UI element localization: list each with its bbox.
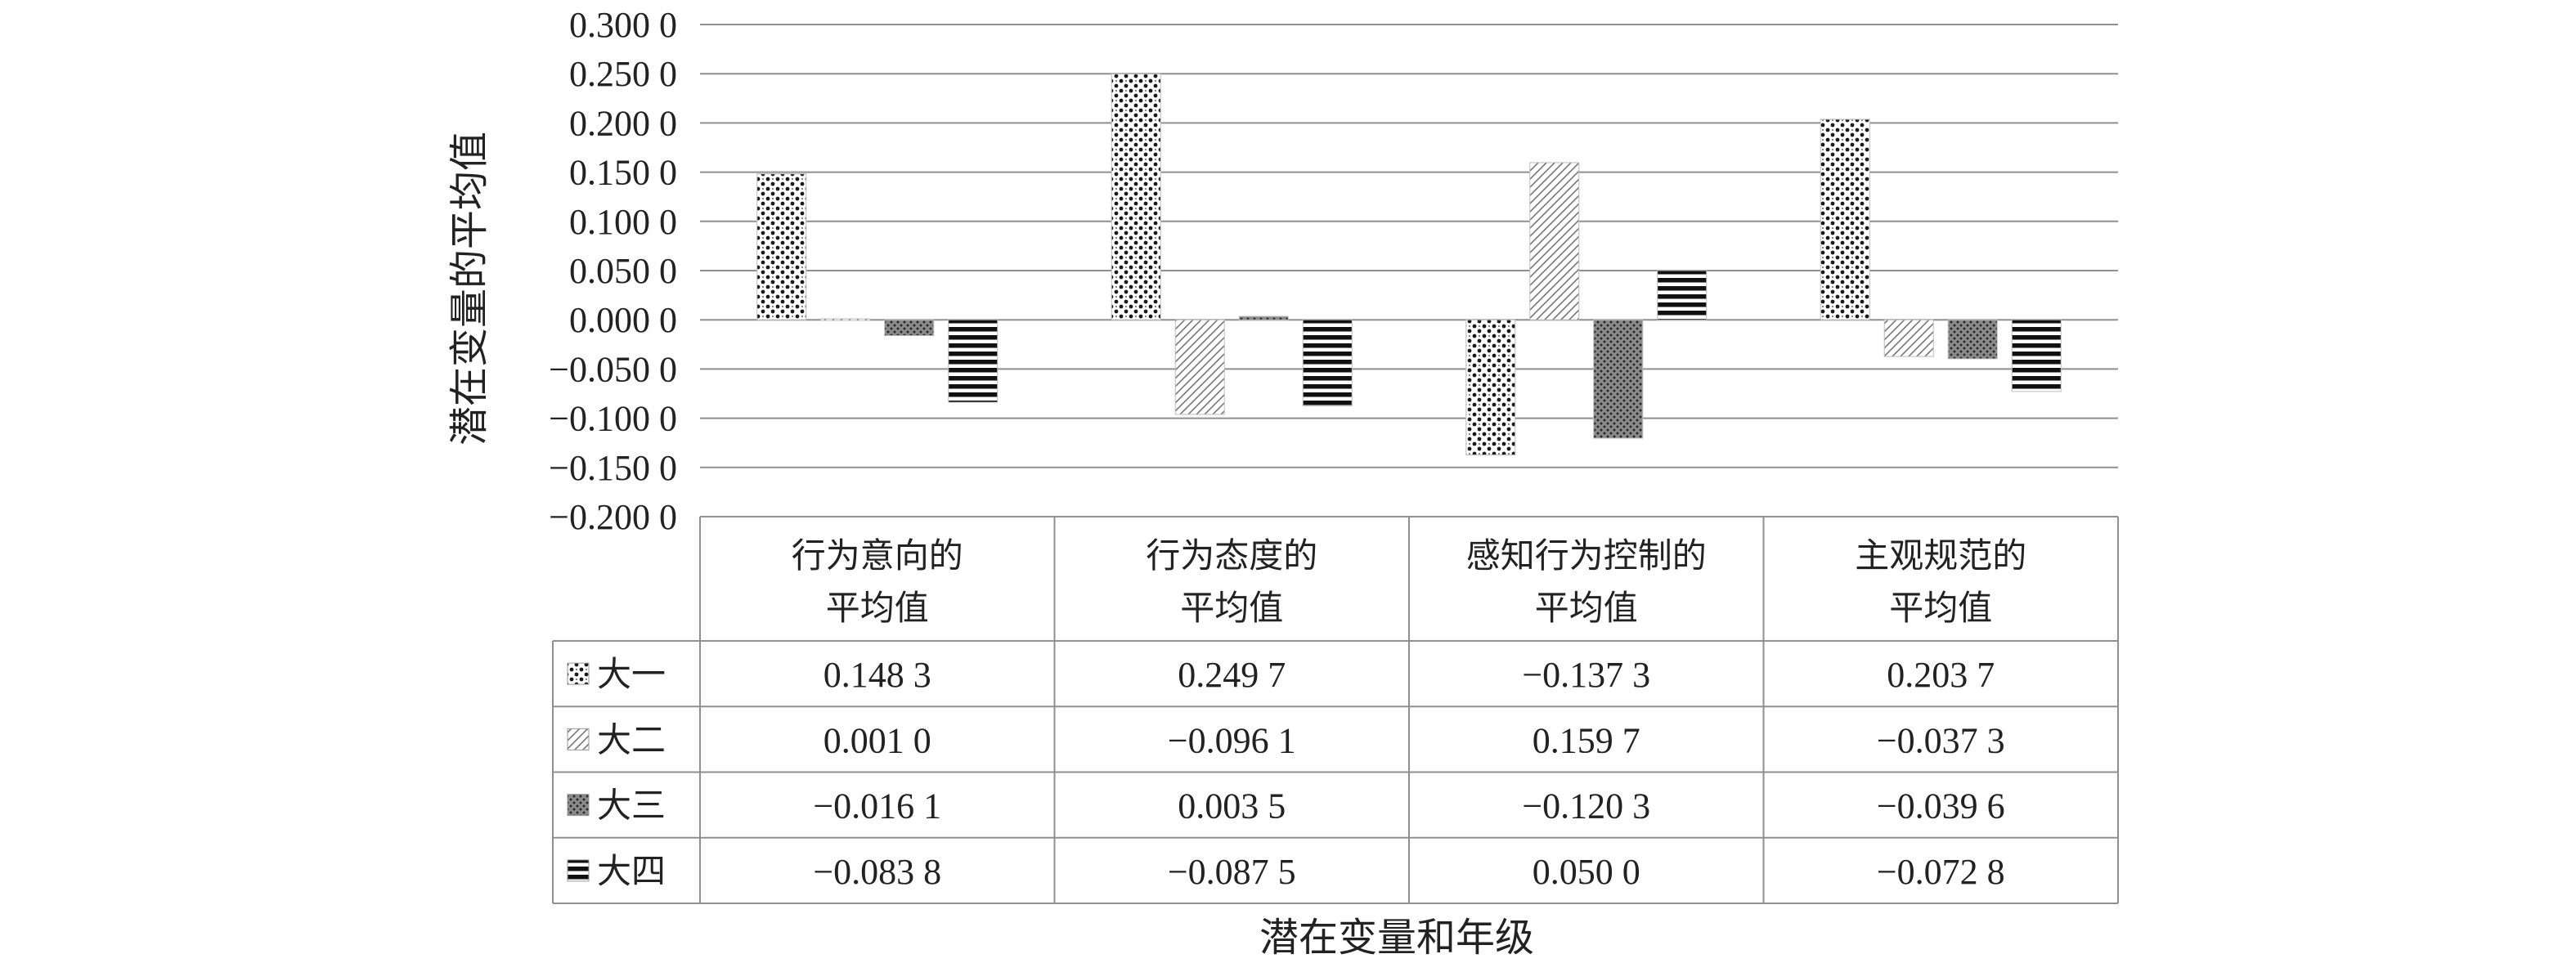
y-tick-label: 0.200 0 — [569, 103, 677, 143]
category-label: 行为意向的 — [792, 535, 963, 576]
data-label: −0.087 5 — [1168, 852, 1296, 892]
data-label: −0.120 3 — [1522, 786, 1650, 826]
legend-swatch-大二 — [567, 728, 590, 750]
category-label: 行为态度的 — [1146, 535, 1317, 576]
bar-大一-1 — [1111, 74, 1161, 320]
data-label: 0.001 0 — [824, 720, 931, 760]
legend-label: 大一 — [597, 654, 666, 694]
data-label: 0.249 7 — [1178, 655, 1286, 695]
category-label: 平均值 — [826, 588, 929, 628]
data-label: −0.083 8 — [813, 852, 941, 892]
category-label: 主观规范的 — [1855, 535, 2026, 576]
data-label: −0.137 3 — [1522, 655, 1650, 695]
data-label: −0.072 8 — [1877, 852, 2005, 892]
legend-label: 大三 — [597, 786, 666, 826]
data-label: 0.159 7 — [1533, 720, 1640, 760]
bar-大一-2 — [1465, 319, 1516, 456]
y-axis-label: 潜在变量的平均值 — [447, 132, 492, 446]
y-tick-label: −0.150 0 — [549, 448, 677, 488]
bar-大四-3 — [2011, 319, 2062, 392]
category-label: 平均值 — [1180, 588, 1283, 628]
y-tick-label: −0.050 0 — [549, 349, 677, 389]
y-tick-labels: 0.300 0 0.250 0 0.200 0 0.150 0 0.100 0 0.050… — [549, 5, 677, 537]
y-tick-label: −0.100 0 — [549, 399, 677, 439]
data-label: −0.016 1 — [813, 786, 941, 826]
bar-大四-1 — [1302, 319, 1353, 407]
legend-swatch-大一 — [567, 662, 590, 685]
y-tick-label: 0.050 0 — [569, 251, 677, 291]
bar-大四-0 — [948, 319, 999, 403]
bar-大三-2 — [1593, 319, 1644, 439]
data-label: −0.039 6 — [1877, 786, 2005, 826]
legend-label: 大四 — [597, 851, 666, 891]
y-tick-label: 0.300 0 — [569, 5, 677, 45]
y-tick-label: 0.100 0 — [569, 202, 677, 242]
gridlines — [700, 24, 2118, 468]
data-label: 0.148 3 — [824, 655, 931, 695]
y-tick-label: −0.200 0 — [549, 497, 677, 537]
bar-大三-0 — [884, 319, 935, 337]
data-label: −0.096 1 — [1168, 720, 1296, 760]
legend-label: 大二 — [597, 719, 666, 759]
category-label: 平均值 — [1535, 588, 1638, 628]
legend-swatch-大三 — [567, 794, 590, 817]
bar-大二-1 — [1174, 319, 1225, 415]
bar-大二-0 — [820, 318, 871, 321]
y-tick-label: 0.000 0 — [569, 300, 677, 340]
bar-大四-2 — [1657, 270, 1708, 320]
legend-swatch-大四 — [567, 859, 590, 882]
bar-大一-3 — [1820, 119, 1870, 320]
bar-大二-2 — [1529, 162, 1580, 320]
data-label: 0.050 0 — [1533, 852, 1640, 892]
bar-大三-1 — [1238, 316, 1289, 320]
bar-大三-3 — [1947, 319, 1998, 360]
bars — [756, 74, 2062, 456]
y-tick-label: 0.250 0 — [569, 54, 677, 94]
data-label: −0.037 3 — [1877, 720, 2005, 760]
data-label: 0.203 7 — [1887, 655, 1995, 695]
bar-大一-0 — [756, 173, 807, 320]
y-tick-label: 0.150 0 — [569, 153, 677, 193]
data-label: 0.003 5 — [1178, 786, 1286, 826]
x-axis-label: 潜在变量和年级 — [1259, 915, 1534, 961]
bar-大二-3 — [1883, 319, 1934, 357]
category-label: 平均值 — [1889, 588, 1992, 628]
category-label: 感知行为控制的 — [1466, 535, 1707, 576]
